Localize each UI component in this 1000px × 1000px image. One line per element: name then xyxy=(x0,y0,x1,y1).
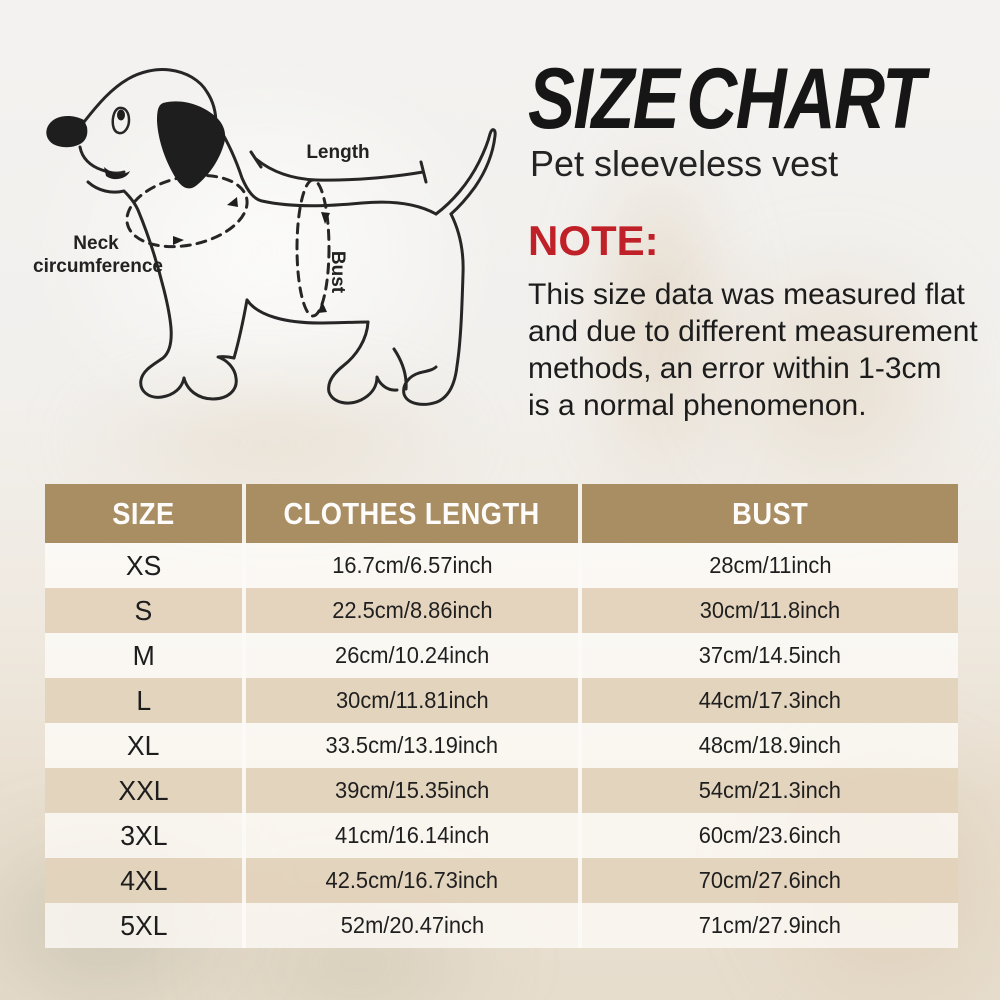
bust-cell: 44cm/17.3inch xyxy=(698,687,842,713)
note-line: is a normal phenomenon. xyxy=(528,389,867,422)
table-row: L 30cm/11.81inch 44cm/17.3inch xyxy=(45,678,958,723)
bust-label: Bust xyxy=(327,251,348,294)
clothes-length-cell: 39cm/15.35inch xyxy=(246,768,582,813)
table-row: 4XL 42.5cm/16.73inch 70cm/27.6inch xyxy=(45,858,958,903)
page-subtitle: Pet sleeveless vest xyxy=(530,143,839,184)
size-table-body: XS 16.7cm/6.57inch 28cm/11inch S 22.5cm/8.86… xyxy=(45,543,958,948)
neck-arrow-lower xyxy=(173,236,184,245)
size-cell: L xyxy=(45,678,246,723)
dog-tail xyxy=(434,128,497,216)
header-cell-size: SIZE xyxy=(45,484,246,543)
dog-front-inner-leg xyxy=(232,298,249,360)
dog-rear-outline xyxy=(402,212,465,406)
bust-arrow-bottom xyxy=(318,301,327,313)
table-row: 5XL 52m/20.47inch 71cm/27.9inch xyxy=(45,903,958,948)
dog-chest-outline xyxy=(86,180,173,330)
bust-cell: 28cm/11inch xyxy=(708,552,832,578)
clothes-length-cell: 33.5cm/13.19inch xyxy=(246,723,582,768)
size-cell: M xyxy=(45,633,246,678)
note-line: and due to different measurement xyxy=(528,315,978,348)
dog-back-outline xyxy=(216,124,438,216)
neck-label-line1: Neck xyxy=(73,233,119,254)
dog-muzzle-outline xyxy=(78,145,126,175)
length-label: Length xyxy=(306,142,369,163)
header-cell-bust: BUST xyxy=(731,495,809,531)
dog-hind-leg-detail xyxy=(392,347,408,391)
header-cell-clothes-length: CLOTHES LENGTH xyxy=(246,484,582,543)
note-line: This size data was measured flat xyxy=(528,278,965,311)
length-measure-tick-left xyxy=(249,150,263,169)
dog-head-outline xyxy=(82,68,218,126)
dog-nose xyxy=(46,116,88,148)
length-measure-line xyxy=(254,157,425,182)
dog-front-paws xyxy=(139,326,186,399)
table-row: M 26cm/10.24inch 37cm/14.5inch xyxy=(45,633,958,678)
note-heading: NOTE: xyxy=(528,217,659,264)
dog-front-paw-near xyxy=(182,355,238,401)
bust-cell: 30cm/11.8inch xyxy=(699,597,841,623)
dog-mouth-mark xyxy=(104,167,130,180)
size-cell: XS xyxy=(45,543,246,588)
size-cell: XL xyxy=(45,723,246,768)
note-paragraph: This size data was measured flat and due… xyxy=(528,276,988,424)
dog-eye xyxy=(111,106,131,135)
size-cell: 4XL xyxy=(45,858,246,903)
size-cell: S xyxy=(45,588,246,633)
bust-cell: 60cm/23.6inch xyxy=(698,822,842,848)
table-row: XXL 39cm/15.35inch 54cm/21.3inch xyxy=(45,768,958,813)
dog-hind-leg-near xyxy=(327,320,399,405)
size-cell: 5XL xyxy=(45,903,246,948)
bust-cell: 37cm/14.5inch xyxy=(698,642,842,668)
dog-belly-line xyxy=(245,298,370,325)
table-row: 3XL 41cm/16.14inch 60cm/23.6inch xyxy=(45,813,958,858)
neck-label-line2: circumference xyxy=(33,256,163,277)
background-blur-blob xyxy=(30,60,500,440)
bust-cell: 48cm/18.9inch xyxy=(698,732,842,758)
clothes-length-cell: 26cm/10.24inch xyxy=(246,633,582,678)
dog-pupil xyxy=(117,109,125,121)
table-row: S 22.5cm/8.86inch 30cm/11.8inch xyxy=(45,588,958,633)
neck-measure-ellipse xyxy=(125,173,249,249)
bust-cell: 70cm/27.6inch xyxy=(698,867,842,893)
neck-arrow-upper xyxy=(227,197,238,207)
bust-measure-ellipse xyxy=(295,178,331,318)
size-cell: 3XL xyxy=(45,813,246,858)
bust-arrow-top xyxy=(321,212,330,224)
clothes-length-cell: 30cm/11.81inch xyxy=(246,678,582,723)
page-title: SIZE CHART xyxy=(528,51,925,147)
size-cell: XXL xyxy=(45,768,246,813)
clothes-length-cell: 22.5cm/8.86inch xyxy=(246,588,582,633)
table-row: XS 16.7cm/6.57inch 28cm/11inch xyxy=(45,543,958,588)
clothes-length-cell: 41cm/16.14inch xyxy=(246,813,582,858)
dog-ear xyxy=(157,101,226,189)
clothes-length-cell: 52m/20.47inch xyxy=(246,903,582,948)
clothes-length-cell: 16.7cm/6.57inch xyxy=(246,543,582,588)
size-table-header: SIZE CLOTHES LENGTH BUST xyxy=(45,484,958,543)
length-measure-tick-right xyxy=(419,160,428,184)
size-table: SIZE CLOTHES LENGTH BUST XS 16.7cm/6.57in… xyxy=(45,484,958,948)
bust-cell: 54cm/21.3inch xyxy=(698,777,842,803)
clothes-length-cell: 42.5cm/16.73inch xyxy=(246,858,582,903)
note-line: methods, an error within 1-3cm xyxy=(528,352,942,385)
table-row: XL 33.5cm/13.19inch 48cm/18.9inch xyxy=(45,723,958,768)
bust-cell: 71cm/27.9inch xyxy=(698,912,842,938)
